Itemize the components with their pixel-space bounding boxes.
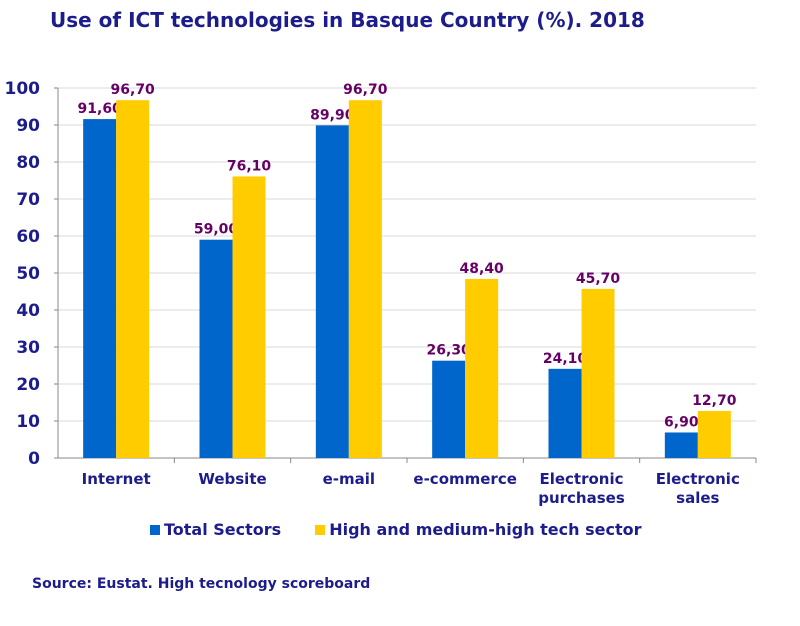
data-label: 96,70: [343, 82, 388, 98]
y-tick-label: 40: [16, 301, 40, 321]
x-category-label: Electronic sales: [656, 470, 740, 507]
source-note: Source: Eustat. High tecnology scoreboar…: [32, 576, 371, 592]
legend-item-high-tech: High and medium-high tech sector: [315, 520, 642, 539]
x-category-label: Internet: [82, 470, 151, 488]
y-tick-label: 60: [16, 227, 40, 247]
bar-total-sectors: [315, 125, 349, 459]
bar-high-tech: [232, 176, 266, 458]
data-label: 24,10: [543, 351, 588, 367]
bar-total-sectors: [83, 119, 117, 458]
bar-high-tech: [581, 288, 615, 458]
bar-high-tech: [116, 100, 150, 459]
x-category-label: Electronic purchases: [538, 470, 625, 507]
bar-total-sectors: [548, 368, 582, 458]
x-category-label: Website: [198, 470, 266, 488]
data-label: 26,30: [427, 343, 472, 359]
chart-title: Use of ICT technologies in Basque Countr…: [50, 8, 645, 32]
x-category-label: e-commerce: [413, 470, 517, 488]
bar-high-tech: [465, 278, 499, 458]
y-tick-label: 10: [16, 412, 40, 432]
data-label: 76,10: [227, 158, 272, 174]
data-label: 91,60: [78, 101, 123, 117]
bar-high-tech: [348, 100, 382, 459]
data-label: 48,40: [460, 261, 505, 277]
data-label: 89,90: [310, 107, 355, 123]
x-category-label: e-mail: [323, 470, 375, 488]
y-tick-label: 30: [16, 338, 40, 358]
bar-high-tech: [697, 411, 731, 458]
bar-total-sectors: [432, 360, 466, 458]
legend-item-total-sectors: Total Sectors: [150, 520, 281, 539]
bar-total-sectors: [199, 239, 233, 458]
legend-swatch-total-sectors: [150, 524, 160, 535]
data-label: 12,70: [692, 393, 737, 409]
data-label: 59,00: [194, 222, 239, 238]
y-tick-label: 50: [16, 264, 40, 284]
y-tick-label: 90: [16, 116, 40, 136]
data-label: 6,90: [664, 414, 699, 430]
y-tick-label: 70: [16, 190, 40, 210]
y-tick-label: 100: [5, 79, 41, 99]
legend-label-total-sectors: Total Sectors: [164, 520, 282, 539]
y-tick-label: 0: [28, 449, 40, 469]
legend: Total Sectors High and medium-high tech …: [150, 520, 676, 539]
data-label: 45,70: [576, 271, 621, 287]
y-tick-label: 20: [16, 375, 40, 395]
legend-label-high-tech: High and medium-high tech sector: [329, 520, 642, 539]
bar-total-sectors: [664, 432, 698, 458]
y-tick-label: 80: [16, 153, 40, 173]
data-label: 96,70: [111, 82, 156, 98]
legend-swatch-high-tech: [315, 524, 326, 535]
